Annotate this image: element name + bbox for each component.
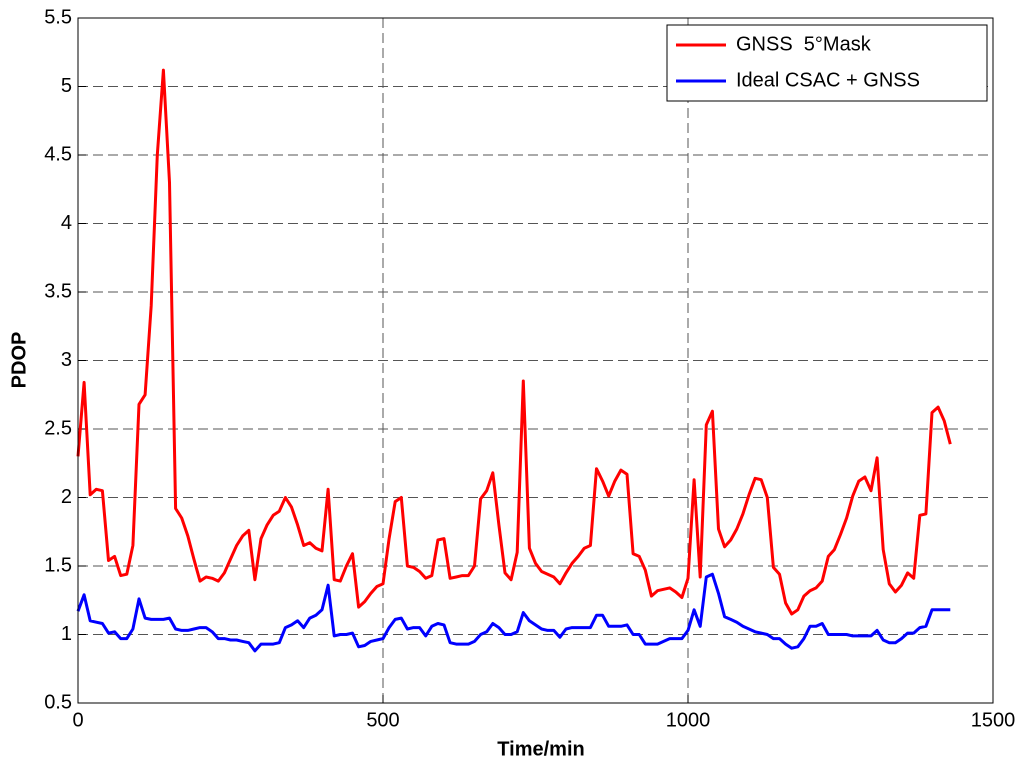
x-tick-label: 1000 (666, 709, 711, 731)
y-tick-label: 5 (61, 75, 72, 97)
x-tick-label: 0 (72, 709, 83, 731)
series-line (76, 572, 951, 653)
y-tick-label: 2 (61, 486, 72, 508)
y-tick-label: 0.5 (44, 691, 72, 713)
y-tick-label: 1 (61, 623, 72, 645)
y-tick-label: 4 (61, 212, 72, 234)
x-axis-label: Time/min (497, 738, 584, 760)
y-tick-label: 4.5 (44, 143, 72, 165)
plot-frame (77, 17, 994, 704)
y-axis-label: PDOP (8, 332, 30, 389)
y-tick-label: 3 (61, 349, 72, 371)
series-line (76, 68, 952, 616)
legend-label: GNSS 5°Mask (736, 33, 872, 55)
y-tick-label: 1.5 (44, 554, 72, 576)
legend-box (666, 24, 988, 102)
y-tick-label: 5.5 (44, 6, 72, 28)
x-tick-label: 1500 (971, 709, 1016, 731)
legend-label: Ideal CSAC + GNSS (736, 69, 920, 91)
y-tick-label: 3.5 (44, 280, 72, 302)
y-tick-label: 2.5 (44, 417, 72, 439)
x-tick-label: 500 (366, 709, 399, 731)
